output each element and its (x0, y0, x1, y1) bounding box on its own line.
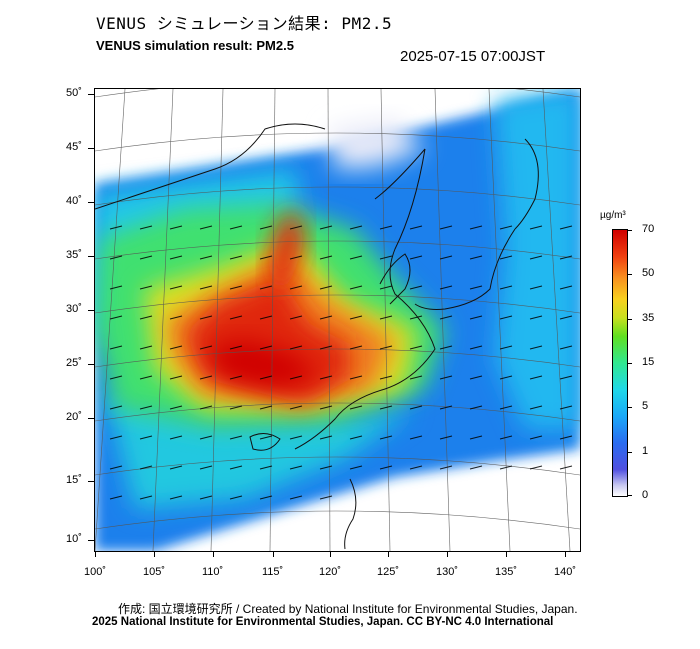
timestamp: 2025-07-15 07:00JST (400, 48, 546, 65)
colorbar-tick (627, 363, 632, 364)
lat-tick (88, 364, 94, 365)
lat-label-10: 10˚ (66, 533, 82, 545)
coastlines (95, 123, 539, 550)
lon-tick (330, 551, 331, 557)
lat-tick (88, 94, 94, 95)
lat-label-35: 35˚ (66, 249, 82, 261)
lon-label-135: 135˚ (495, 566, 518, 578)
lat-tick (88, 310, 94, 311)
colorbar-label-5: 5 (642, 400, 649, 412)
colorbar-label-15: 15 (642, 356, 655, 368)
lat-label-30: 30˚ (66, 303, 82, 315)
lon-tick (154, 551, 155, 557)
graticule (95, 89, 580, 551)
colorbar-label-0: 0 (642, 489, 649, 501)
wind-vectors (109, 225, 573, 500)
lon-tick (213, 551, 214, 557)
colorbar-tick (627, 407, 632, 408)
lat-tick (88, 202, 94, 203)
lat-label-45: 45˚ (66, 141, 82, 153)
lon-tick (447, 551, 448, 557)
colorbar-label-1: 1 (642, 445, 649, 457)
colorbar-label-50: 50 (642, 267, 655, 279)
colorbar-tick (627, 452, 632, 453)
field-red-north (267, 207, 305, 294)
title-japanese: VENUS シミュレーション結果: PM2.5 (96, 14, 393, 33)
lat-tick (88, 256, 94, 257)
colorbar-tick (627, 274, 632, 275)
colorbar-label-70: 70 (642, 223, 655, 235)
lat-tick (88, 148, 94, 149)
lat-label-15: 15˚ (66, 474, 82, 486)
colorbar-label-35: 35 (642, 312, 655, 324)
colorbar-tick (627, 230, 632, 231)
copyright-line: 2025 National Institute for Environmenta… (92, 616, 554, 628)
lon-tick (506, 551, 507, 557)
credit-line: 作成: 国立環境研究所 / Created by National Instit… (118, 602, 578, 616)
lat-label-25: 25˚ (66, 357, 82, 369)
lon-label-100: 100˚ (84, 566, 107, 578)
title-english: VENUS simulation result: PM2.5 (96, 38, 294, 53)
field-white-north (330, 119, 425, 169)
lat-tick (88, 418, 94, 419)
lat-label-50: 50˚ (66, 87, 82, 99)
lon-label-130: 130˚ (436, 566, 459, 578)
field-cyan-east (495, 89, 580, 429)
pm25-map (94, 88, 581, 552)
colorbar-tick (627, 319, 632, 320)
colorbar-unit: µg/m³ (600, 210, 626, 221)
field-red-core (205, 339, 320, 389)
lon-label-115: 115˚ (262, 566, 284, 578)
lon-tick (273, 551, 274, 557)
map-canvas (95, 89, 580, 551)
lon-tick (565, 551, 566, 557)
lon-label-105: 105˚ (143, 566, 166, 578)
lon-label-120: 120˚ (319, 566, 342, 578)
lon-label-110: 110˚ (202, 566, 224, 578)
lat-tick (88, 540, 94, 541)
lat-label-40: 40˚ (66, 195, 82, 207)
lon-label-140: 140˚ (554, 566, 577, 578)
lon-tick (388, 551, 389, 557)
colorbar-tick (627, 495, 632, 496)
lat-tick (88, 481, 94, 482)
lat-label-20: 20˚ (66, 411, 82, 423)
lon-tick (95, 551, 96, 557)
lon-label-125: 125˚ (377, 566, 400, 578)
colorbar (612, 229, 628, 497)
